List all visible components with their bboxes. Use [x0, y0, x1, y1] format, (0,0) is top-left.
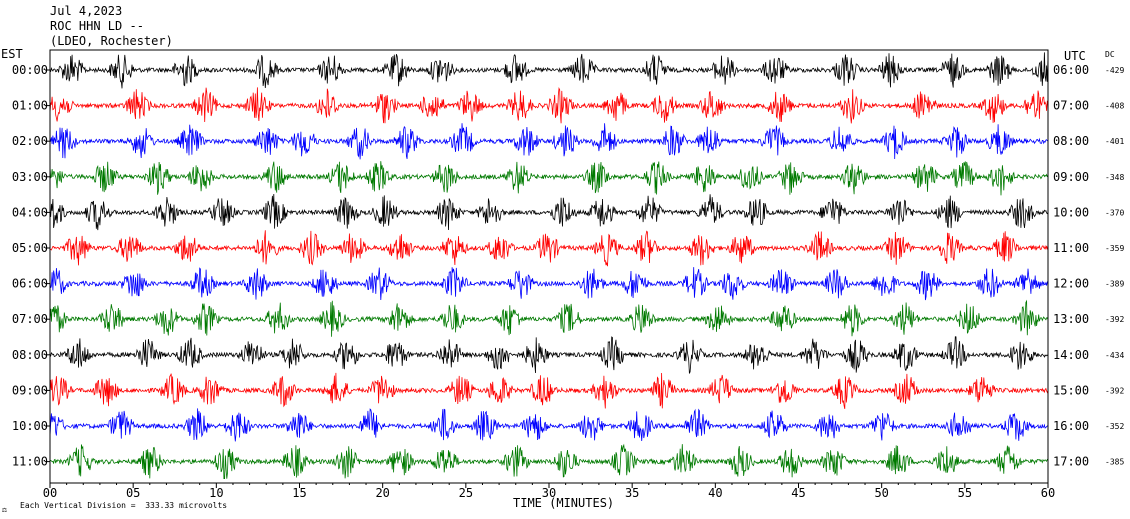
- utc-label: 09:00: [1053, 170, 1089, 184]
- dc-value: -429: [1105, 66, 1124, 75]
- dc-label: DC: [1105, 50, 1115, 59]
- utc-label: 15:00: [1053, 383, 1089, 397]
- trace-row-0800: [49, 336, 1049, 374]
- utc-label: 10:00: [1053, 205, 1089, 219]
- est-label: 08:00: [12, 348, 48, 362]
- plot-frame: [49, 49, 1049, 484]
- dc-value: -385: [1105, 458, 1124, 467]
- trace-row-0600: [49, 267, 1049, 301]
- trace-row-0900: [49, 372, 1049, 409]
- utc-label: 12:00: [1053, 277, 1089, 291]
- est-label: 06:00: [12, 277, 48, 291]
- dc-value: -370: [1105, 208, 1124, 217]
- trace-row-0700: [49, 299, 1049, 337]
- est-label: 04:00: [12, 205, 48, 219]
- utc-label: 16:00: [1053, 419, 1089, 433]
- utc-label: 13:00: [1053, 312, 1089, 326]
- est-label: 07:00: [12, 312, 48, 326]
- x-tick-label: 10: [209, 486, 223, 500]
- x-tick-label: 40: [708, 486, 722, 500]
- x-axis-title: TIME (MINUTES): [513, 496, 615, 510]
- left-axis-label: EST: [1, 47, 23, 61]
- trace-row-0400: [49, 193, 1049, 231]
- est-label: 03:00: [12, 170, 48, 184]
- utc-label: 11:00: [1053, 241, 1089, 255]
- x-tick-label: 25: [459, 486, 473, 500]
- est-label: 11:00: [12, 455, 48, 469]
- est-label: 02:00: [12, 134, 48, 148]
- utc-label: 06:00: [1053, 63, 1089, 77]
- footer-division-note: Each Vertical Division = 333.33 microvol…: [20, 501, 228, 510]
- utc-label: 08:00: [1053, 134, 1089, 148]
- est-label: 01:00: [12, 99, 48, 113]
- header-station: ROC HHN LD --: [50, 19, 144, 33]
- footer-corner-mark: ⚖: [2, 505, 7, 514]
- trace-row-0200: [49, 123, 1048, 160]
- dc-value: -348: [1105, 173, 1124, 182]
- trace-row-0100: [49, 86, 1049, 124]
- dc-value: -352: [1105, 422, 1124, 431]
- utc-label: 17:00: [1053, 455, 1089, 469]
- dc-value: -389: [1105, 280, 1124, 289]
- trace-row-0300: [49, 161, 1049, 196]
- header-network: (LDEO, Rochester): [50, 34, 173, 48]
- utc-label: 07:00: [1053, 99, 1089, 113]
- dc-value: -359: [1105, 244, 1124, 253]
- right-axis-label: UTC: [1064, 49, 1086, 63]
- utc-label: 14:00: [1053, 348, 1089, 362]
- x-tick-label: 55: [958, 486, 972, 500]
- header-date: Jul 4,2023: [50, 4, 123, 18]
- x-tick-label: 30: [542, 486, 556, 500]
- x-tick-label: 15: [292, 486, 306, 500]
- trace-row-0000: [49, 52, 1049, 89]
- dc-value: -408: [1105, 102, 1124, 111]
- est-label: 00:00: [12, 63, 48, 77]
- dc-value: -392: [1105, 315, 1124, 324]
- dc-value: -392: [1105, 386, 1124, 395]
- trace-layer: [49, 52, 1049, 479]
- label-layer: 00:00 06:00 -429 01:00 07:00 -408 02:00 08:00 -4…: [12, 63, 1125, 500]
- x-tick-label: 35: [625, 486, 639, 500]
- est-label: 10:00: [12, 419, 48, 433]
- x-tick-label: 60: [1041, 486, 1055, 500]
- trace-row-1000: [49, 408, 1049, 442]
- trace-row-0500: [50, 230, 1049, 267]
- x-tick-label: 00: [43, 486, 57, 500]
- dc-value: -434: [1105, 351, 1124, 360]
- x-tick-label: 20: [375, 486, 389, 500]
- est-label: 05:00: [12, 241, 48, 255]
- x-tick-label: 45: [791, 486, 805, 500]
- x-tick-label: 50: [874, 486, 888, 500]
- x-tick-label: 05: [126, 486, 140, 500]
- est-label: 09:00: [12, 383, 48, 397]
- trace-row-1100: [49, 443, 1049, 479]
- dc-value: -401: [1105, 137, 1124, 146]
